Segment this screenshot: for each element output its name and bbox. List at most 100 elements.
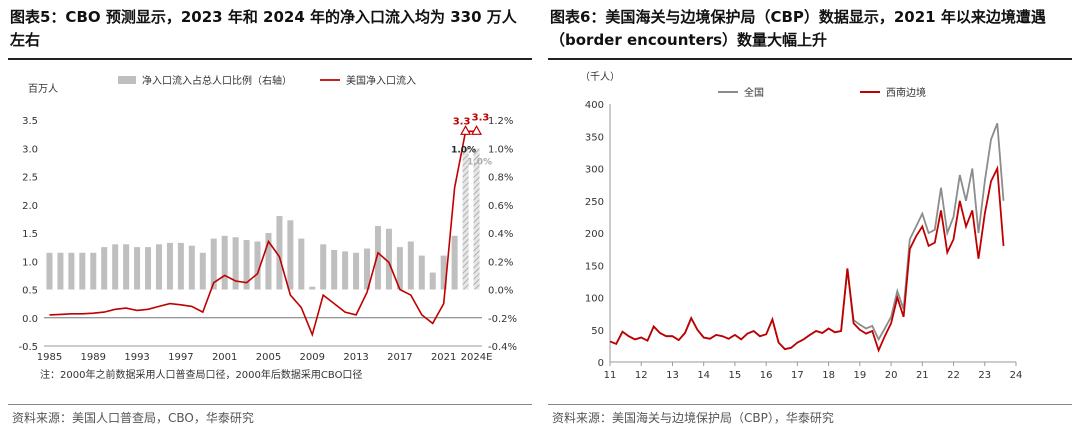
bar-mark <box>123 244 130 290</box>
bar-mark <box>166 242 173 290</box>
bar-mark <box>407 241 414 290</box>
right-chart-title: 图表6：美国海关与边境保护局（CBP）数据显示，2021 年以来边境遭遇（bor… <box>550 8 1046 49</box>
bar-mark <box>57 252 64 290</box>
bar-mark <box>254 241 261 290</box>
bar-mark <box>155 244 162 290</box>
left-y-tick-label: 1.0 <box>22 257 38 268</box>
legend-swatch-bar <box>118 76 136 84</box>
bar-mark <box>418 255 425 290</box>
bar-mark <box>232 237 239 290</box>
bar-mark <box>309 286 316 290</box>
x-tick-label: 1985 <box>37 352 62 363</box>
y-tick-label: 100 <box>585 294 604 305</box>
x-tick-label: 11 <box>604 370 617 381</box>
x-tick-label: 15 <box>729 370 742 381</box>
left-chart-svg: 百万人 -0.5 0.0 0.5 1.0 1.5 2.0 2.5 3.0 3.5 -0.4% -0.2… <box>18 74 517 363</box>
x-tick-label: 1989 <box>81 352 106 363</box>
x-tick-label: 12 <box>635 370 648 381</box>
x-tick-label: 2001 <box>212 352 237 363</box>
x-tick-label: 23 <box>978 370 991 381</box>
left-y-tick-label: 2.0 <box>22 201 38 212</box>
y-tick-label: 400 <box>585 100 604 111</box>
right-y-tick-label: 0.4% <box>488 229 513 240</box>
bar-mark <box>188 245 195 290</box>
line-series-us-net-inflow <box>49 130 477 338</box>
bar-mark <box>331 249 338 290</box>
bar-mark <box>364 248 371 290</box>
bar-mark <box>385 228 392 290</box>
right-y-tick-label: 1.2% <box>488 116 513 127</box>
bar-mark <box>451 235 458 290</box>
bar-mark <box>287 220 294 290</box>
data-label: 1.0% <box>467 157 492 167</box>
bar-mark <box>374 225 381 290</box>
x-tick-label: 21 <box>916 370 929 381</box>
bar-mark <box>221 235 228 290</box>
bar-mark <box>276 216 283 290</box>
left-y-tick-label: 0.0 <box>22 314 38 325</box>
bar-mark <box>210 238 217 290</box>
right-y-tick-label: 0.0% <box>488 286 513 297</box>
legend-label-bar: 净入口流入占总人口比例（右轴） <box>142 74 292 87</box>
x-tick-label: 2013 <box>343 352 368 363</box>
right-title-rule <box>548 58 1072 60</box>
bar-mark <box>199 252 206 290</box>
bar-mark <box>429 272 436 290</box>
legend-label-national: 全国 <box>744 86 764 99</box>
bar-mark <box>101 247 108 290</box>
bar-mark <box>79 252 86 290</box>
right-y-tick-label: 0.8% <box>488 173 513 184</box>
right-y-tick-label: -0.2% <box>488 314 517 325</box>
bar-mark <box>298 238 305 290</box>
y-tick-label: 350 <box>585 132 604 143</box>
x-tick-label: 2017 <box>387 352 412 363</box>
bar-mark <box>243 240 250 290</box>
x-tick-label: 2009 <box>300 352 325 363</box>
legend-label-line: 美国净入口流入 <box>346 74 416 87</box>
left-y-tick-label: 1.5 <box>22 229 38 240</box>
legend-label-southwest: 西南边境 <box>886 86 926 99</box>
left-chart-panel: 图表5：CBO 预测显示，2023 年和 2024 年的净入口流入均为 330 … <box>8 8 532 425</box>
x-tick-label: 1993 <box>124 352 149 363</box>
bar-mark <box>112 244 119 290</box>
bar-mark <box>320 244 327 290</box>
right-y-tick-label: 1.0% <box>488 144 513 155</box>
left-y-tick-label: 3.5 <box>22 116 38 127</box>
x-tick-label: 2021 <box>431 352 456 363</box>
right-chart-source: 资料来源：美国海关与边境保护局（CBP），华泰研究 <box>552 411 834 425</box>
right-y-tick-label: 0.2% <box>488 257 513 268</box>
forecast-marker <box>470 125 483 135</box>
left-y-tick-label: 0.5 <box>22 286 38 297</box>
y-tick-label: 50 <box>591 326 604 337</box>
right-y-tick-label: 0.6% <box>488 201 513 212</box>
left-chart-source: 资料来源：美国人口普查局，CBO，华泰研究 <box>12 411 254 425</box>
y-tick-label: 200 <box>585 229 604 240</box>
x-tick-label: 1997 <box>168 352 193 363</box>
data-label: 1.0% <box>451 145 476 155</box>
right-bottom-rule <box>548 404 1072 405</box>
right-chart-panel: 图表6：美国海关与边境保护局（CBP）数据显示，2021 年以来边境遭遇（bor… <box>540 0 1080 432</box>
bar-mark <box>46 252 53 290</box>
x-tick-label: 16 <box>760 370 773 381</box>
y-tick-label: 300 <box>585 165 604 176</box>
left-title-rule <box>8 58 532 60</box>
x-tick-label: 24 <box>1010 370 1023 381</box>
y-tick-label: 250 <box>585 197 604 208</box>
bar-mark <box>145 247 152 290</box>
bar-mark <box>353 252 360 290</box>
forecast-marker <box>460 125 472 135</box>
bar-mark <box>342 251 349 290</box>
right-chart-svg: （千人） 0 50 100 150 200 250 300 350 400 11 12 13 14 15 16… <box>580 71 1023 381</box>
left-bottom-rule <box>8 404 532 405</box>
left-chart-note: 注：2000年之前数据采用人口普查局口径，2000年后数据采用CBO口径 <box>40 370 363 381</box>
data-label: 3.3 <box>472 112 490 123</box>
bar-mark <box>440 255 447 290</box>
y-tick-label: 150 <box>585 261 604 272</box>
left-y-axis-label: 百万人 <box>28 83 58 95</box>
line-series-southwest-border <box>609 165 1005 353</box>
x-tick-label: 14 <box>697 370 710 381</box>
bar-mark <box>90 252 97 290</box>
x-tick-label: 18 <box>822 370 835 381</box>
right-y-tick-label: -0.4% <box>488 342 517 353</box>
bar-mark <box>134 247 141 290</box>
